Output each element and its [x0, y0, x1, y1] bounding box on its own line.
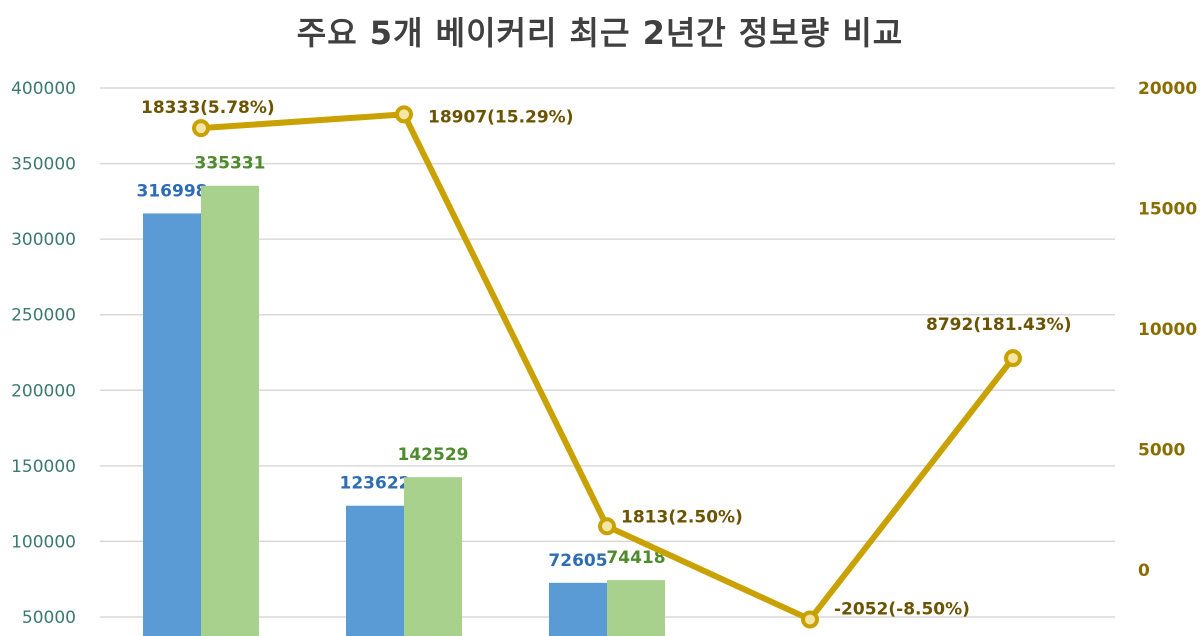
line-point [192, 119, 210, 138]
line-point [1004, 349, 1022, 368]
y-left-tick-label: 300000 [11, 230, 76, 250]
y-left-tick-label: 200000 [11, 381, 76, 401]
y-right-tick-label: 5000 [1138, 441, 1185, 461]
y-left-tick-label: 50000 [22, 608, 76, 628]
line-data-label: 18907(15.29%) [428, 107, 574, 127]
y-left-tick-label: 150000 [11, 457, 76, 477]
y-right-tick-label: 20000 [1138, 79, 1197, 99]
bar-data-label: 142529 [398, 445, 469, 465]
bar [143, 213, 201, 636]
bar [549, 582, 607, 636]
y-left-tick-label: 100000 [11, 532, 76, 552]
line-series [200, 111, 1016, 623]
y-right-tick-label: 15000 [1138, 200, 1197, 220]
line-data-label: -2052(-8.50%) [834, 599, 970, 619]
line-data-label: 1813(2.50%) [621, 507, 743, 527]
line-data-label: 18333(5.78%) [141, 98, 275, 118]
y-left-tick-label: 250000 [11, 306, 76, 326]
bar-data-label: 316998 [137, 181, 208, 201]
bar [607, 580, 665, 636]
bar [346, 505, 404, 636]
line-point [395, 105, 413, 124]
bar-data-label: 123622 [340, 474, 411, 494]
line-data-label: 8792(181.43%) [926, 315, 1072, 335]
bar [201, 185, 259, 636]
y-right-tick-label: 10000 [1138, 320, 1197, 340]
bar [404, 477, 462, 636]
y-left-tick-label: 350000 [11, 155, 76, 175]
line-point [598, 517, 616, 536]
bar-data-label: 74418 [606, 548, 665, 568]
chart-title: 주요 5개 베이커리 최근 2년간 정보량 비교 [296, 14, 904, 52]
bar-data-label: 335331 [195, 154, 266, 174]
line-point [801, 610, 819, 629]
y-right-tick-label: 0 [1138, 561, 1150, 581]
bar-data-label: 72605 [548, 551, 607, 571]
y-left-tick-label: 400000 [11, 79, 76, 99]
